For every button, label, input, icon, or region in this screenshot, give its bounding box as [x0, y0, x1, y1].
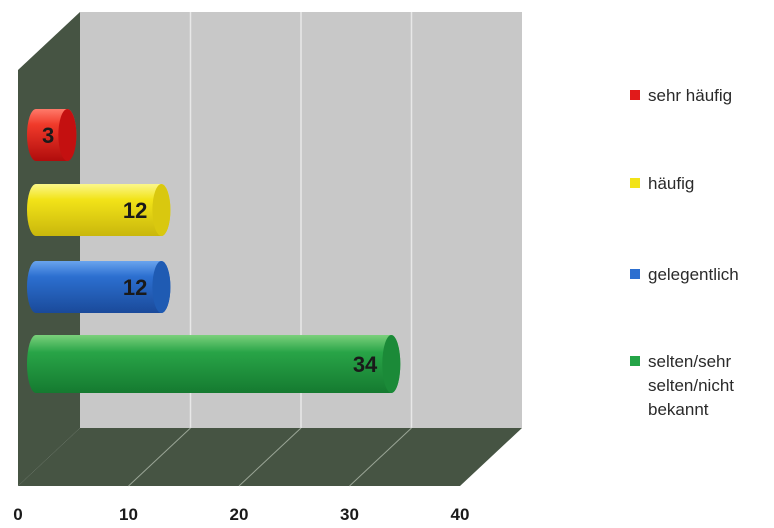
legend-item-sehr-haeufig: sehr häufig	[630, 84, 774, 108]
bar-1: 3	[27, 109, 77, 161]
x-tick-label: 40	[451, 505, 470, 524]
floor-gridline	[349, 427, 412, 487]
bar-body	[27, 184, 171, 236]
side-wall	[18, 12, 80, 486]
x-tick-label: 0	[13, 505, 22, 524]
x-tick-label: 30	[340, 505, 359, 524]
bar-2: 12	[27, 184, 171, 236]
bar-4: 34	[27, 335, 401, 393]
legend-swatch-yellow	[630, 178, 640, 188]
floor-gridline	[238, 427, 302, 487]
data-label: 12	[123, 198, 147, 223]
legend-item-gelegentlich: gelegentlich	[630, 263, 774, 287]
bar-cap	[382, 335, 401, 393]
bar-cap	[58, 109, 77, 161]
legend-label: häufig	[648, 174, 695, 193]
data-label: 34	[353, 352, 378, 377]
bar-body	[27, 335, 401, 393]
x-tick-label: 10	[119, 505, 138, 524]
legend-swatch-red	[630, 90, 640, 100]
legend-item-haeufig: häufig	[630, 172, 774, 196]
legend-label: sehr häufig	[648, 86, 733, 105]
floor-gridline	[128, 427, 191, 487]
data-label: 3	[42, 123, 54, 148]
legend-label: selten/sehr selten/nicht bekannt	[648, 352, 734, 419]
bar-cap	[152, 184, 171, 236]
bar-3: 12	[27, 261, 171, 313]
legend-label: gelegentlich	[648, 265, 739, 284]
legend-swatch-blue	[630, 269, 640, 279]
legend-swatch-green	[630, 356, 640, 366]
x-tick-label: 20	[230, 505, 249, 524]
bar-cap	[152, 261, 171, 313]
data-label: 12	[123, 275, 147, 300]
bar-body	[27, 261, 171, 313]
legend-item-selten: selten/sehr selten/nicht bekannt	[630, 350, 766, 422]
